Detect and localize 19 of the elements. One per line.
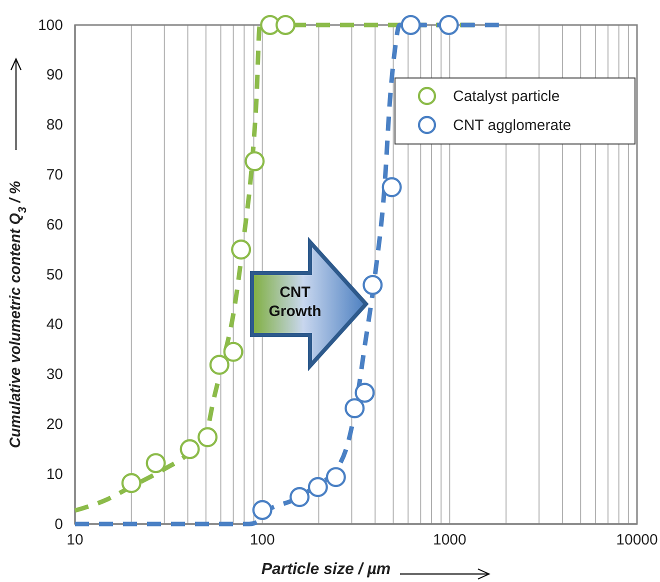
annotation: CNT Growth bbox=[268, 284, 322, 320]
x-tick-label: 1000 bbox=[432, 532, 466, 549]
y-tick-label: 50 bbox=[46, 266, 63, 284]
y-tick-label: 20 bbox=[46, 416, 63, 433]
y-tick-label: 70 bbox=[46, 166, 63, 184]
y-tick-label: 30 bbox=[46, 366, 63, 384]
y-tick-label: 10 bbox=[46, 466, 63, 483]
legend-label: Catalyst particle bbox=[453, 88, 560, 105]
y-tick-label: 90 bbox=[46, 66, 63, 84]
y-tick-label: 100 bbox=[38, 16, 63, 34]
y-tick-label: 80 bbox=[46, 116, 63, 134]
x-tick-label: 100 bbox=[250, 532, 275, 549]
x-tick-label: 10 bbox=[66, 532, 84, 549]
y-tick-label: 60 bbox=[46, 216, 63, 234]
x-tick-label: 10000 bbox=[616, 532, 658, 549]
legend-label: CNT agglomerate bbox=[453, 117, 572, 134]
x-axis-title: Particle size / µm bbox=[261, 561, 391, 578]
y-tick-label: 0 bbox=[54, 516, 63, 533]
y-tick-label: 40 bbox=[46, 316, 63, 334]
